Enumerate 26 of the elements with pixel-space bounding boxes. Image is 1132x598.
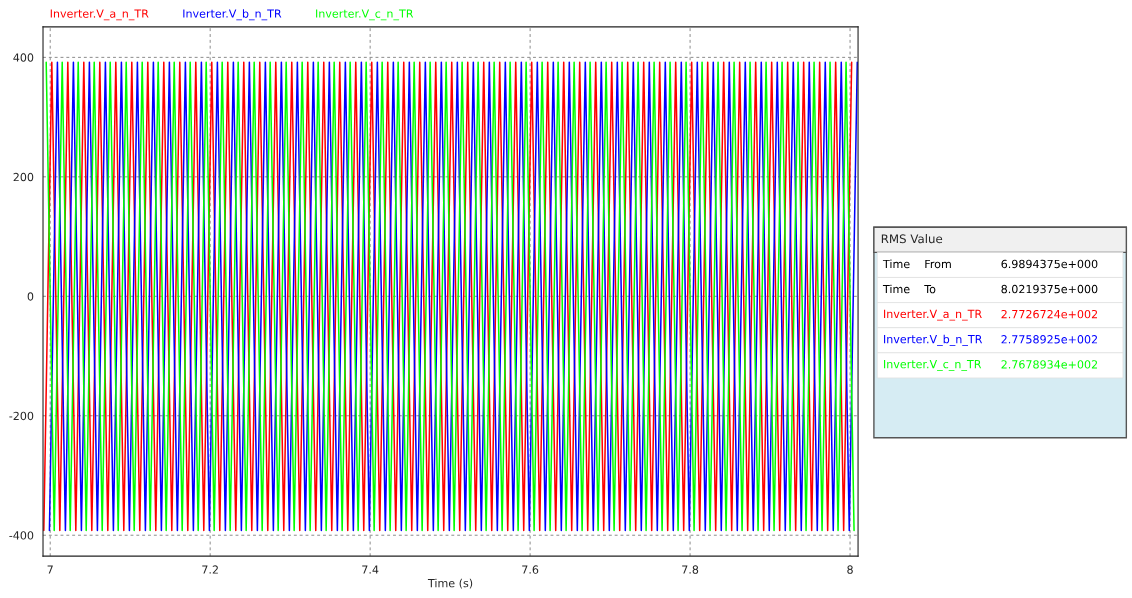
x-tick-label: 7.8	[682, 565, 699, 574]
y-tick-label: -400	[9, 531, 34, 540]
text: 6.9894375e+000	[1001, 259, 1098, 269]
text: 2.7678934e+002	[1001, 360, 1098, 369]
x-tick-label: 8	[847, 565, 853, 574]
x-tick-label: 7.6	[522, 565, 539, 574]
text: Inverter.V_a_n_TR	[50, 9, 149, 21]
y-tick-label: -200	[9, 411, 34, 421]
text: 8.0219375e+000	[1001, 284, 1098, 294]
text: 2.7726724e+002	[1001, 309, 1098, 319]
y-tick-label: 200	[13, 172, 34, 182]
text: Inverter.V_c_n_TR	[316, 9, 414, 21]
y-tick-label: 400	[13, 53, 34, 62]
x-tick-label: 7.2	[202, 565, 218, 574]
x-tick-label: 7	[47, 565, 53, 574]
text: Time To	[882, 284, 936, 294]
text: Inverter.V_c_n_TR	[884, 360, 982, 371]
y-tick-label: 0	[27, 292, 34, 301]
text: Time From	[882, 259, 951, 269]
text: 2.7758925e+002	[1001, 335, 1098, 344]
x-axis-title: Time (s)	[427, 578, 473, 589]
text: Inverter.V_b_n_TR	[183, 9, 282, 21]
text: Inverter.V_b_n_TR	[884, 334, 983, 346]
text: RMS Value	[881, 234, 943, 244]
x-tick-label: 7.4	[362, 565, 379, 574]
text: Inverter.V_a_n_TR	[884, 309, 982, 321]
